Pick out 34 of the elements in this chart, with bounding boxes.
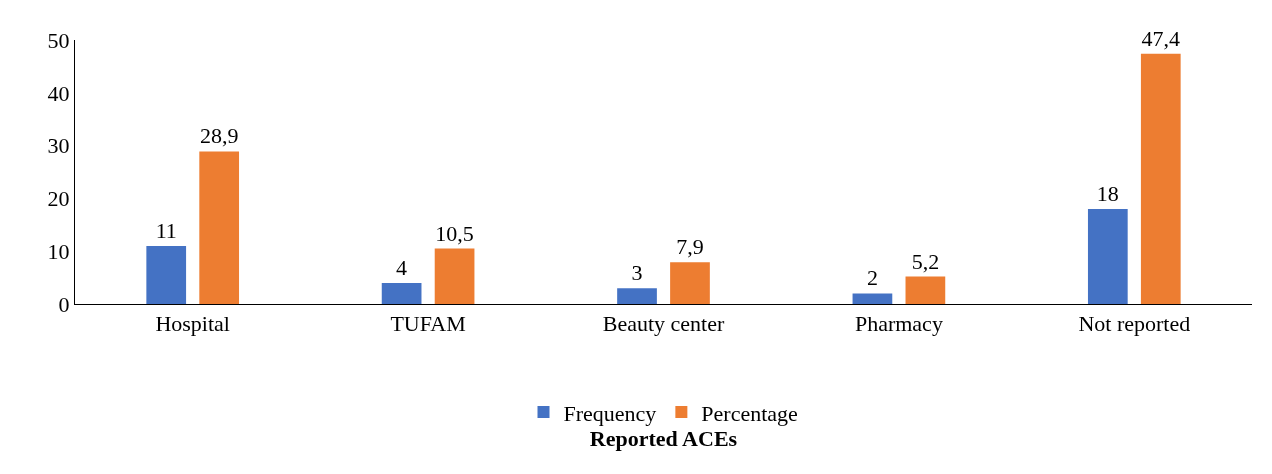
bar xyxy=(617,288,657,304)
legend-label: Frequency xyxy=(563,400,657,426)
x-tick-label: TUFAM xyxy=(390,311,466,337)
bar xyxy=(146,245,187,304)
bar xyxy=(852,293,893,304)
x-tick-label: Beauty center xyxy=(602,311,725,337)
data-label: 11 xyxy=(155,217,177,243)
data-label: 5,2 xyxy=(911,248,940,274)
data-label: 2 xyxy=(866,265,878,291)
data-label: 7,9 xyxy=(676,234,704,260)
y-tick-label: 40 xyxy=(47,80,70,106)
data-label: 18 xyxy=(1096,180,1119,206)
x-tick-label: Hospital xyxy=(155,311,230,337)
bar xyxy=(199,151,240,304)
bar xyxy=(905,276,946,304)
data-label: 28,9 xyxy=(199,123,239,149)
x-axis-title: Reported ACEs xyxy=(589,426,738,452)
legend-label: Percentage xyxy=(701,400,798,426)
data-label: 10,5 xyxy=(435,220,474,246)
y-tick-label: 30 xyxy=(47,133,70,159)
y-tick-label: 10 xyxy=(47,238,70,264)
data-label: 47,4 xyxy=(1141,25,1181,51)
y-tick-label: 20 xyxy=(47,186,70,212)
data-label: 3 xyxy=(631,260,643,286)
bar xyxy=(1087,208,1128,304)
bar xyxy=(1140,53,1181,304)
x-tick-label: Pharmacy xyxy=(854,311,943,337)
x-tick-label: Not reported xyxy=(1078,311,1191,337)
y-tick-label: 50 xyxy=(47,27,70,53)
bar xyxy=(434,248,475,304)
data-label: 4 xyxy=(396,254,408,280)
bar xyxy=(670,262,710,304)
bar xyxy=(381,282,422,304)
y-tick-label: 0 xyxy=(58,291,70,317)
